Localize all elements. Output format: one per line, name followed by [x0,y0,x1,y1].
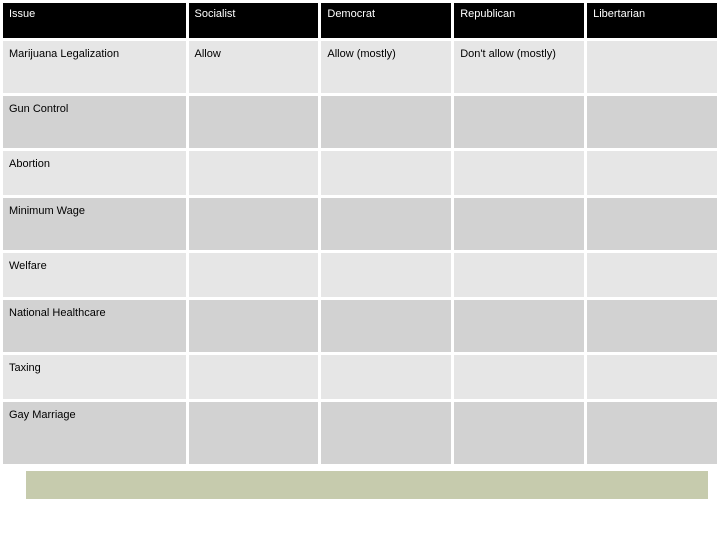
cell-republican [454,96,584,148]
cell-socialist [189,253,319,297]
col-header-socialist: Socialist [189,3,319,38]
table-row: Abortion [3,151,717,195]
cell-issue: Gay Marriage [3,402,186,464]
table-row: Taxing [3,355,717,399]
cell-socialist [189,96,319,148]
table-header-row: Issue Socialist Democrat Republican Libe… [3,3,717,38]
col-header-democrat: Democrat [321,3,451,38]
cell-democrat [321,151,451,195]
cell-issue: National Healthcare [3,300,186,352]
cell-republican [454,355,584,399]
cell-republican [454,253,584,297]
cell-issue: Taxing [3,355,186,399]
cell-democrat [321,355,451,399]
col-header-republican: Republican [454,3,584,38]
table-row: National Healthcare [3,300,717,352]
cell-issue: Marijuana Legalization [3,41,186,93]
table-body: Marijuana Legalization Allow Allow (most… [3,41,717,464]
cell-issue: Abortion [3,151,186,195]
cell-libertarian [587,402,717,464]
cell-republican [454,300,584,352]
cell-socialist [189,300,319,352]
cell-republican [454,198,584,250]
cell-democrat [321,198,451,250]
cell-republican [454,151,584,195]
cell-libertarian [587,198,717,250]
cell-libertarian [587,253,717,297]
cell-democrat [321,300,451,352]
comparison-table: Issue Socialist Democrat Republican Libe… [0,0,720,467]
col-header-issue: Issue [3,3,186,38]
table-row: Marijuana Legalization Allow Allow (most… [3,41,717,93]
cell-libertarian [587,41,717,93]
cell-libertarian [587,355,717,399]
col-header-libertarian: Libertarian [587,3,717,38]
cell-republican: Don't allow (mostly) [454,41,584,93]
table-row: Gun Control [3,96,717,148]
cell-issue: Welfare [3,253,186,297]
table-row: Minimum Wage [3,198,717,250]
cell-socialist [189,355,319,399]
cell-democrat [321,402,451,464]
cell-socialist [189,151,319,195]
cell-issue: Minimum Wage [3,198,186,250]
cell-democrat [321,253,451,297]
cell-issue: Gun Control [3,96,186,148]
table-row: Welfare [3,253,717,297]
cell-socialist: Allow [189,41,319,93]
cell-republican [454,402,584,464]
cell-libertarian [587,96,717,148]
comparison-table-wrap: Issue Socialist Democrat Republican Libe… [0,0,720,499]
cell-democrat: Allow (mostly) [321,41,451,93]
table-row: Gay Marriage [3,402,717,464]
cell-libertarian [587,300,717,352]
cell-socialist [189,198,319,250]
footer-bar [26,471,708,499]
cell-democrat [321,96,451,148]
cell-socialist [189,402,319,464]
cell-libertarian [587,151,717,195]
